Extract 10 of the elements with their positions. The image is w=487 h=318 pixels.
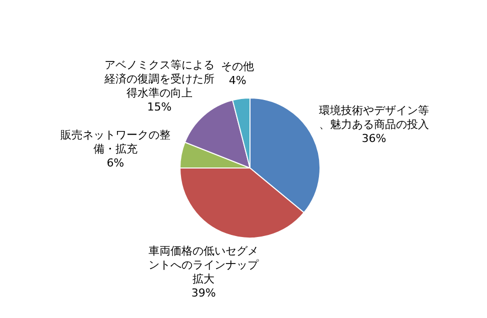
data-label: 6%: [106, 156, 124, 170]
slice-label: 車両価格の低いセグメントへのラインナップ拡大: [148, 244, 260, 286]
data-label: 15%: [147, 100, 172, 114]
slice-label: 販売ネットワークの整備・拡充: [60, 128, 170, 156]
slice-label: 環境技術やデザイン等、魅力ある商品の投入: [318, 104, 429, 132]
data-label: 4%: [228, 74, 246, 87]
data-label: 39%: [191, 286, 216, 300]
data-label: 36%: [362, 132, 386, 146]
slice-label: アベノミクス等による経済の復調を受けた所得水準の向上: [103, 58, 214, 100]
slice-label: その他: [221, 60, 254, 73]
